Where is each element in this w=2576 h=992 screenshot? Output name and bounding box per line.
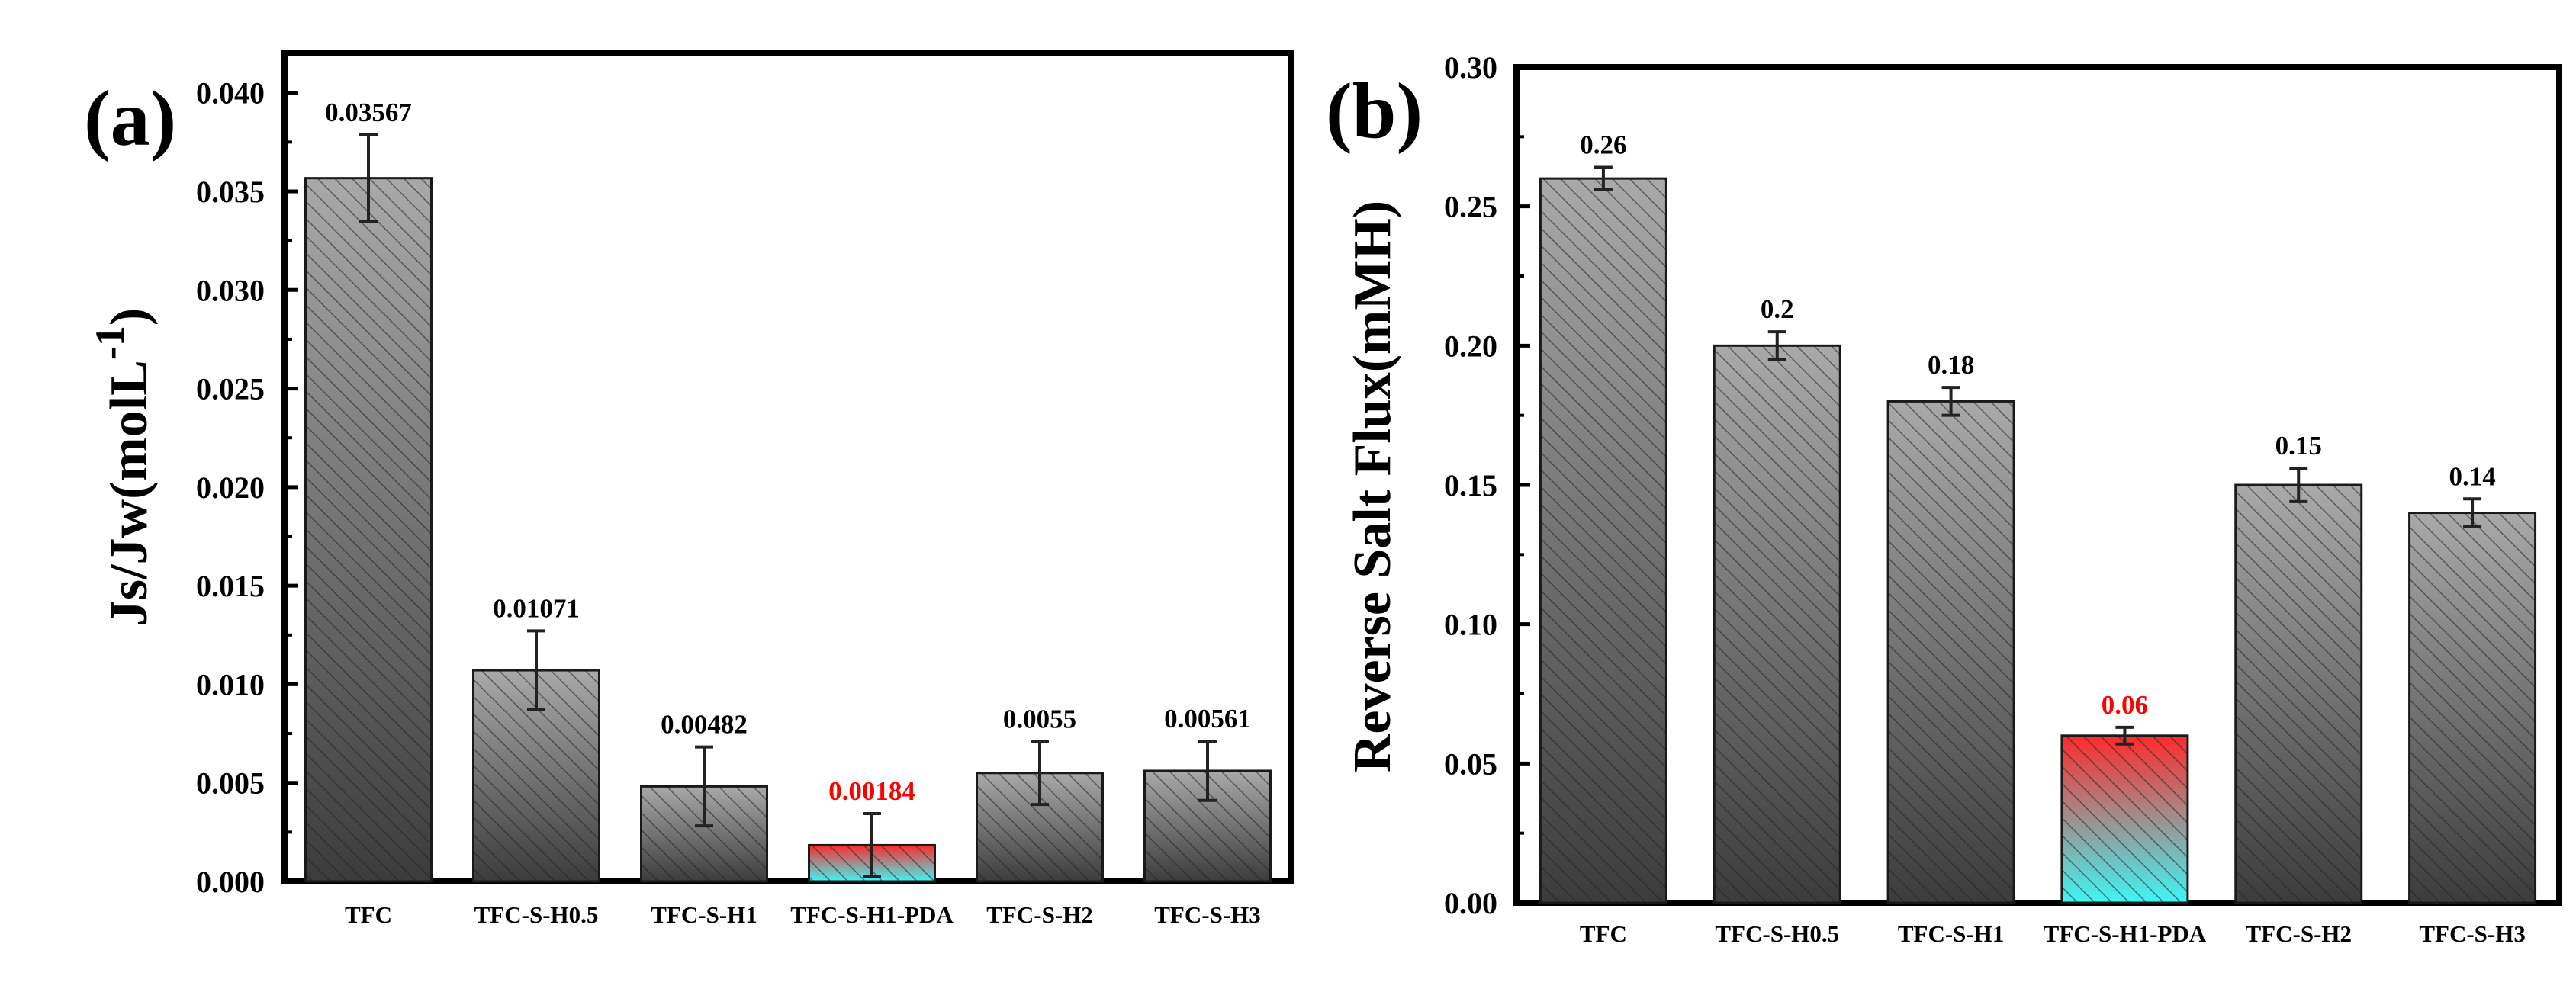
bar-group: 0.2 bbox=[1713, 294, 1841, 904]
bar-group: 0.01071 bbox=[472, 593, 600, 883]
value-label: 0.0055 bbox=[1003, 704, 1076, 734]
x-tick-label: TFC bbox=[345, 901, 392, 928]
x-tick-label: TFC-S-H3 bbox=[1154, 901, 1261, 928]
bar-group: 0.18 bbox=[1886, 350, 2015, 904]
error-bar bbox=[1031, 740, 1049, 807]
bars-b: 0.26 0.2 0.18 0.06 0.15 0.14 bbox=[1539, 130, 2537, 904]
bar-hatch bbox=[2408, 512, 2537, 904]
value-label: 0.00561 bbox=[1164, 704, 1251, 734]
bar-hatch bbox=[2234, 483, 2363, 904]
plot-frame-a bbox=[281, 50, 1294, 884]
value-label: 0.18 bbox=[1928, 350, 1974, 380]
y-tick-label: 0.20 bbox=[1444, 329, 1497, 363]
x-tick-label: TFC-S-H0.5 bbox=[474, 901, 599, 928]
y-tick-label: 0.05 bbox=[1444, 746, 1497, 781]
error-bar bbox=[2115, 725, 2134, 746]
error-bar bbox=[1767, 330, 1786, 361]
y-tick-label: 0.00 bbox=[1444, 886, 1497, 920]
x-tick-label: TFC-S-H3 bbox=[2419, 920, 2526, 947]
bar-group: 0.06 bbox=[2060, 690, 2189, 904]
x-tick-label: TFC-S-H1 bbox=[651, 901, 757, 928]
svg-text:Reverse Salt Flux(mMH): Reverse Salt Flux(mMH) bbox=[1343, 201, 1402, 772]
bar-group: 0.26 bbox=[1539, 130, 1667, 904]
value-label: 0.01071 bbox=[493, 593, 580, 623]
bar-hatch bbox=[2060, 734, 2189, 904]
y-tick-label: 0.040 bbox=[196, 76, 265, 111]
error-bar bbox=[863, 812, 881, 878]
value-label: 0.15 bbox=[2275, 431, 2322, 461]
bar-hatch bbox=[1539, 177, 1667, 904]
bar-hatch bbox=[1886, 400, 2015, 904]
value-label: 0.03567 bbox=[325, 98, 412, 127]
y-axis-label-a: Js/Jw(molL-1) bbox=[87, 308, 159, 627]
y-ticks-b: 0.00 0.05 0.10 0.15 0.20 0.25 0.30 bbox=[1444, 50, 1530, 920]
y-tick-label: 0.015 bbox=[196, 569, 265, 603]
value-label: 0.2 bbox=[1761, 294, 1794, 324]
error-bar bbox=[695, 745, 713, 828]
y-tick-label: 0.15 bbox=[1444, 468, 1497, 502]
plot-frame-b bbox=[1513, 64, 2562, 906]
x-tick-label: TFC-S-H1 bbox=[1898, 920, 2005, 947]
x-tick-labels-a: TFC TFC-S-H0.5 TFC-S-H1 TFC-S-H1-PDA TFC-S-H… bbox=[345, 901, 1261, 928]
panel-label-b: (b) bbox=[1326, 67, 1423, 155]
y-tick-label: 0.025 bbox=[196, 372, 265, 406]
y-tick-label: 0.10 bbox=[1444, 608, 1497, 642]
svg-text:Js/Jw(molL-1): Js/Jw(molL-1) bbox=[87, 308, 159, 627]
value-label: 0.06 bbox=[2102, 690, 2148, 720]
bar-group: 0.00184 bbox=[808, 776, 936, 883]
error-bar bbox=[1198, 740, 1217, 802]
x-tick-label: TFC-S-H1-PDA bbox=[2044, 920, 2207, 947]
value-label: 0.14 bbox=[2449, 461, 2495, 491]
bar-group: 0.0055 bbox=[976, 704, 1104, 883]
x-tick-labels-b: TFC TFC-S-H0.5 TFC-S-H1 TFC-S-H1-PDA TFC-S-H… bbox=[1580, 920, 2526, 947]
bar-group: 0.00561 bbox=[1143, 704, 1272, 883]
x-tick-label: TFC bbox=[1580, 920, 1627, 947]
panel-a: (a) Js/Jw(molL-1) 0.035670.010710.004820… bbox=[84, 50, 1294, 928]
x-tick-label: TFC-S-H0.5 bbox=[1715, 920, 1839, 947]
bar-group: 0.03567 bbox=[304, 98, 433, 883]
y-axis-label-b: Reverse Salt Flux(mMH) bbox=[1343, 201, 1402, 772]
value-label: 0.00482 bbox=[661, 710, 748, 740]
x-tick-label: TFC-S-H1-PDA bbox=[790, 901, 954, 928]
error-bar bbox=[1594, 165, 1613, 191]
bar-group: 0.14 bbox=[2408, 461, 2537, 904]
error-bar bbox=[359, 133, 378, 223]
bar-group: 0.00482 bbox=[640, 710, 768, 883]
value-label: 0.26 bbox=[1580, 130, 1626, 160]
y-tick-label: 0.030 bbox=[196, 273, 265, 307]
y-tick-label: 0.035 bbox=[196, 175, 265, 209]
y-tick-label: 0.020 bbox=[196, 470, 265, 505]
bar-hatch bbox=[1713, 344, 1841, 904]
error-bar bbox=[527, 629, 545, 711]
bars-a: 0.03567 0.01071 0.00482 0.00184 0.0055 0.0056… bbox=[304, 98, 1272, 883]
y-tick-label: 0.30 bbox=[1444, 50, 1497, 85]
panel-label-a: (a) bbox=[84, 75, 176, 162]
error-bar bbox=[2463, 497, 2482, 528]
x-tick-label: TFC-S-H2 bbox=[986, 901, 1093, 928]
error-bar bbox=[2289, 467, 2308, 503]
y-tick-label: 0.010 bbox=[196, 667, 265, 701]
bar-hatch bbox=[304, 177, 433, 883]
panel-b: (b) Reverse Salt Flux(mMH) 0.260.20.180.… bbox=[1326, 50, 2562, 947]
value-label: 0.00184 bbox=[828, 776, 915, 806]
y-tick-label: 0.005 bbox=[196, 766, 265, 801]
bar-group: 0.15 bbox=[2234, 431, 2363, 904]
y-ticks-a: 0.000 0.005 0.010 0.015 0.020 0.025 0.030 0.035… bbox=[196, 76, 298, 899]
y-tick-label: 0.000 bbox=[196, 865, 265, 899]
y-tick-label: 0.25 bbox=[1444, 190, 1497, 224]
x-tick-label: TFC-S-H2 bbox=[2246, 920, 2352, 947]
error-bar bbox=[1941, 386, 1960, 417]
